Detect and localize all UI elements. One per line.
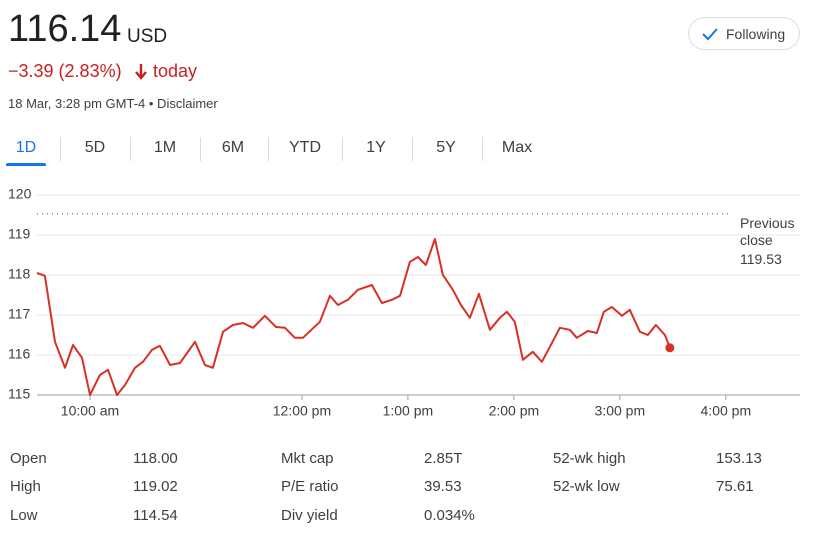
last-price-dot [665,343,675,353]
y-tick-label: 116 [8,346,31,362]
stat-value: 119.02 [133,478,178,495]
stat-label: 52-wk high [553,450,626,467]
price-change: −3.39 (2.83%) [8,61,122,81]
y-tick-label: 117 [8,306,31,322]
stat-label: P/E ratio [281,478,339,495]
range-tab[interactable]: 5Y [436,139,456,156]
range-tab[interactable]: 1M [153,139,177,156]
currency: USD [127,26,168,47]
stat-label: Div yield [281,507,338,524]
x-tick-label: 12:00 pm [273,403,331,419]
range-tab[interactable]: YTD [289,139,321,156]
y-tick-label: 115 [8,386,31,402]
range-tab[interactable]: Max [501,139,533,156]
previous-close-label: Previous close [740,215,795,248]
stat-value: 39.53 [424,478,462,495]
check-icon [702,28,718,41]
stat-value: 2.85T [424,450,463,467]
price: 116.14 [8,8,122,50]
stat-value: 114.54 [133,507,178,524]
x-tick-label: 1:00 pm [383,403,434,419]
stat-label: Low [10,507,38,524]
active-tab-indicator [6,163,46,166]
previous-close-value: 119.53 [740,251,782,267]
change-period: today [153,61,198,81]
x-tick-label: 4:00 pm [701,403,752,419]
x-tick-label: 2:00 pm [489,403,540,419]
stat-value: 0.034% [424,507,475,524]
stat-label: Mkt cap [281,450,334,467]
stat-value: 118.00 [133,450,178,467]
tab-separator [482,137,483,161]
stat-label: 52-wk low [553,478,620,495]
follow-label: Following [726,26,786,42]
tab-separator [412,137,413,161]
x-tick-label: 3:00 pm [595,403,646,419]
stat-label: Open [10,450,47,467]
range-tab[interactable]: 1D [15,139,37,156]
range-tab[interactable]: 1Y [366,139,386,156]
y-tick-label: 120 [8,186,32,202]
range-tab[interactable]: 6M [221,139,245,156]
range-tab[interactable]: 5D [84,139,106,156]
tab-separator [342,137,343,161]
tab-separator [60,137,61,161]
tab-separator [200,137,201,161]
tab-separator [268,137,269,161]
stat-value: 75.61 [716,478,754,495]
stat-value: 153.13 [716,450,762,467]
follow-button[interactable]: Following [688,17,800,50]
chart: 115 116 117 118 119 120 10:00 am 12:00 pm 1:00 p… [8,186,800,419]
timestamp[interactable]: 18 Mar, 3:28 pm GMT-4 • Disclaimer [8,96,218,111]
tab-separator [130,137,131,161]
y-tick-label: 119 [8,226,31,242]
x-tick-label: 10:00 am [61,403,119,419]
stat-label: High [10,478,41,495]
y-tick-label: 118 [8,266,31,282]
price-line [36,238,671,396]
down-arrow [135,64,147,80]
